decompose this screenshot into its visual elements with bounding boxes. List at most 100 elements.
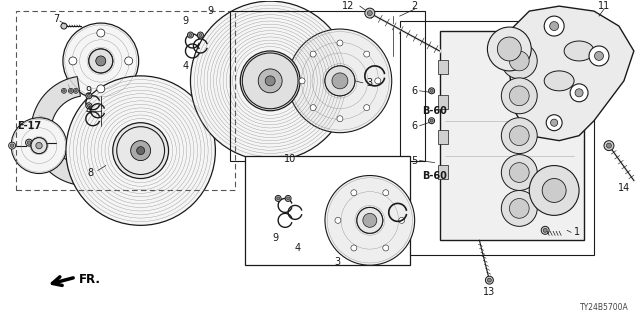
Circle shape bbox=[11, 118, 67, 173]
Text: 5: 5 bbox=[412, 156, 418, 165]
Ellipse shape bbox=[544, 71, 574, 91]
Circle shape bbox=[87, 94, 90, 97]
Circle shape bbox=[383, 245, 388, 251]
Circle shape bbox=[191, 1, 350, 161]
Circle shape bbox=[310, 51, 316, 57]
Circle shape bbox=[332, 73, 348, 89]
Bar bbox=[245, 156, 410, 265]
Circle shape bbox=[595, 52, 604, 60]
Circle shape bbox=[550, 119, 557, 126]
Circle shape bbox=[501, 155, 537, 190]
Circle shape bbox=[66, 76, 216, 225]
Circle shape bbox=[509, 86, 529, 106]
Circle shape bbox=[529, 165, 579, 215]
Circle shape bbox=[26, 139, 33, 146]
Circle shape bbox=[299, 78, 305, 84]
Circle shape bbox=[75, 90, 77, 92]
Circle shape bbox=[258, 69, 282, 93]
Text: B-60: B-60 bbox=[422, 171, 447, 180]
Text: 7: 7 bbox=[53, 14, 59, 24]
Circle shape bbox=[364, 51, 370, 57]
Text: B-60: B-60 bbox=[422, 106, 447, 116]
Bar bbox=[438, 60, 447, 74]
Text: 14: 14 bbox=[618, 183, 630, 194]
Circle shape bbox=[276, 197, 280, 200]
Circle shape bbox=[365, 8, 375, 18]
Bar bbox=[438, 95, 447, 109]
Circle shape bbox=[61, 88, 67, 93]
Text: 4: 4 bbox=[182, 61, 189, 71]
Circle shape bbox=[430, 119, 433, 122]
Text: 9: 9 bbox=[182, 16, 189, 26]
Circle shape bbox=[63, 90, 65, 92]
Text: 6: 6 bbox=[412, 86, 418, 96]
Circle shape bbox=[488, 278, 492, 282]
Circle shape bbox=[575, 89, 583, 97]
Circle shape bbox=[310, 105, 316, 111]
Text: TY24B5700A: TY24B5700A bbox=[580, 303, 629, 312]
Circle shape bbox=[351, 190, 357, 196]
Circle shape bbox=[97, 29, 105, 37]
Circle shape bbox=[243, 53, 298, 109]
Circle shape bbox=[31, 138, 47, 154]
Circle shape bbox=[113, 123, 168, 179]
Circle shape bbox=[87, 104, 90, 107]
Circle shape bbox=[61, 23, 67, 29]
Text: 4: 4 bbox=[295, 243, 301, 253]
Circle shape bbox=[607, 143, 611, 148]
Ellipse shape bbox=[564, 41, 594, 61]
Circle shape bbox=[541, 226, 549, 234]
Circle shape bbox=[97, 85, 105, 93]
Circle shape bbox=[335, 217, 341, 223]
Circle shape bbox=[240, 51, 300, 111]
Text: 3: 3 bbox=[334, 257, 340, 267]
Text: 9: 9 bbox=[207, 6, 214, 16]
Circle shape bbox=[275, 196, 281, 201]
Circle shape bbox=[287, 197, 290, 200]
Bar bbox=[438, 130, 447, 144]
Circle shape bbox=[357, 207, 383, 233]
Circle shape bbox=[96, 56, 106, 66]
Text: 11: 11 bbox=[598, 1, 610, 11]
Circle shape bbox=[357, 207, 383, 233]
Polygon shape bbox=[31, 76, 134, 186]
Circle shape bbox=[337, 116, 343, 122]
Circle shape bbox=[501, 118, 537, 154]
Circle shape bbox=[337, 40, 343, 46]
Circle shape bbox=[543, 228, 547, 232]
Circle shape bbox=[509, 51, 529, 71]
Text: E-17: E-17 bbox=[17, 121, 41, 131]
Circle shape bbox=[325, 66, 355, 96]
Circle shape bbox=[70, 90, 72, 92]
Circle shape bbox=[68, 88, 74, 93]
Text: 8: 8 bbox=[88, 168, 94, 178]
Circle shape bbox=[542, 179, 566, 203]
Circle shape bbox=[137, 147, 145, 155]
Text: 12: 12 bbox=[342, 1, 354, 11]
Circle shape bbox=[364, 105, 370, 111]
Circle shape bbox=[334, 75, 346, 87]
Circle shape bbox=[429, 118, 435, 124]
Circle shape bbox=[363, 213, 377, 227]
Bar bbox=[16, 11, 236, 190]
Circle shape bbox=[546, 115, 562, 131]
Circle shape bbox=[131, 141, 150, 160]
Circle shape bbox=[86, 103, 92, 109]
Text: 10: 10 bbox=[284, 154, 296, 164]
Text: 9: 9 bbox=[272, 233, 278, 243]
Text: 9: 9 bbox=[86, 86, 92, 96]
Circle shape bbox=[509, 198, 529, 218]
Text: 3: 3 bbox=[367, 78, 373, 88]
Circle shape bbox=[36, 142, 42, 149]
Circle shape bbox=[501, 190, 537, 226]
Circle shape bbox=[325, 66, 355, 96]
Circle shape bbox=[365, 215, 375, 226]
Circle shape bbox=[198, 32, 204, 38]
Circle shape bbox=[430, 89, 433, 92]
Circle shape bbox=[125, 57, 132, 65]
Circle shape bbox=[570, 84, 588, 102]
Bar bbox=[438, 164, 447, 179]
Circle shape bbox=[501, 78, 537, 114]
Circle shape bbox=[285, 196, 291, 201]
Circle shape bbox=[288, 29, 392, 133]
